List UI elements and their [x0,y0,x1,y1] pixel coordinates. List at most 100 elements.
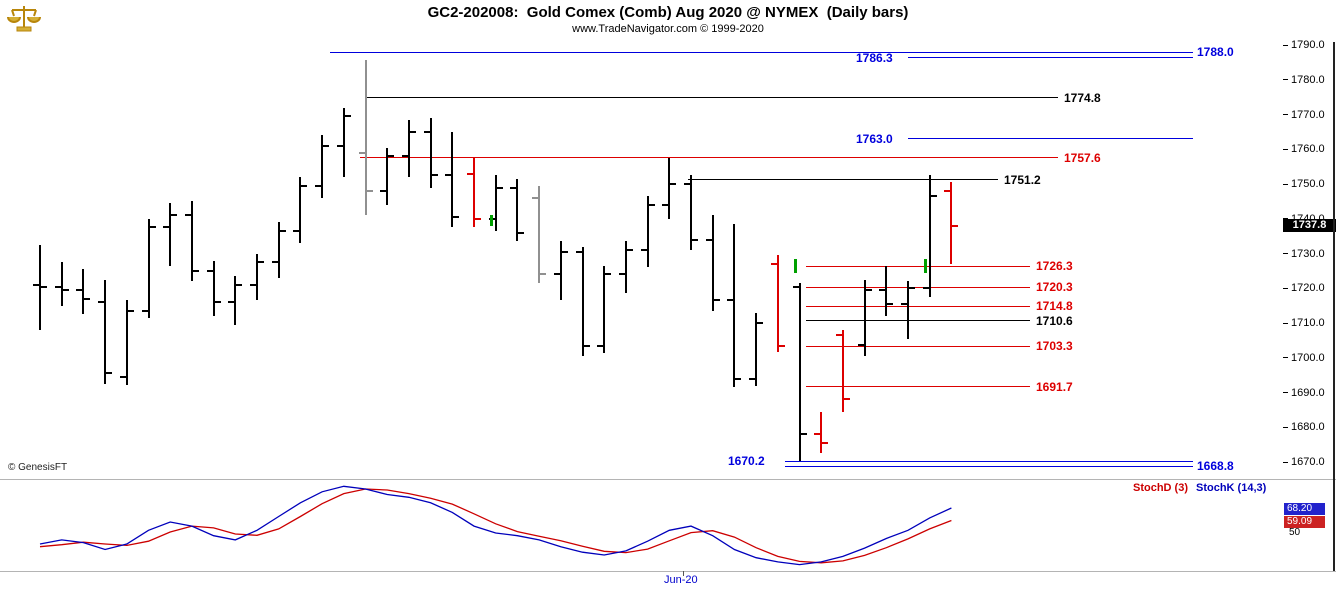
ohlc-open-tick [575,250,582,253]
ohlc-bar [559,241,562,301]
price-level-label: 1710.6 [1036,313,1073,328]
ohlc-open-tick [467,172,473,175]
ohlc-bar [798,283,801,462]
price-axis-tick-label: 1750.0 [1291,178,1325,190]
price-level-line[interactable] [806,320,1030,322]
ohlc-close-tick [909,287,915,290]
ohlc-open-tick [597,344,604,347]
ohlc-open-tick [206,269,213,272]
ohlc-close-tick [605,273,612,276]
time-axis-tick [683,571,684,576]
price-axis-tick-label: 1680.0 [1291,421,1325,434]
ohlc-close-tick [323,144,330,147]
ohlc-close-tick [930,195,937,198]
price-axis-tick [1283,218,1288,220]
ohlc-close-tick [778,344,785,347]
ohlc-close-tick [757,322,764,324]
price-level-line[interactable] [806,265,1030,267]
ohlc-open-tick [879,289,886,291]
ohlc-close-tick [865,289,872,291]
ohlc-open-tick [749,377,756,380]
price-level-line[interactable] [785,460,1193,462]
ohlc-bar [668,157,671,219]
price-level-line[interactable] [330,51,1193,53]
ohlc-bar [256,253,258,301]
price-axis-tick [1283,426,1288,428]
ohlc-open-tick [98,301,105,304]
ohlc-bar [277,222,280,278]
ohlc-bar [39,244,41,330]
price-level-line[interactable] [785,465,1193,467]
price-axis-tick [1283,183,1288,185]
price-level-line[interactable] [908,138,1193,140]
ohlc-close-tick [475,217,481,220]
stochastic-panel[interactable] [0,481,1336,573]
stochd-value-badge: 59.09 [1284,516,1325,528]
ohlc-open-tick [901,302,907,305]
ohlc-bar [885,265,888,317]
time-axis-label[interactable]: Jun-20 [664,574,698,586]
ohlc-close-tick [344,115,351,118]
price-axis-tick-label: 1710.0 [1291,317,1325,329]
price-level-line[interactable] [367,97,1058,99]
ohlc-bar [841,329,844,412]
price-level-line[interactable] [688,179,998,181]
stochd-legend-label: StochD (3) [1133,482,1188,494]
ohlc-open-tick [770,262,777,265]
ohlc-close-tick [214,301,221,304]
price-level-line[interactable] [360,157,1058,159]
price-level-label: 1788.0 [1197,45,1234,59]
price-axis-tick [1283,357,1288,359]
price-level-line[interactable] [806,386,1030,388]
price-level-label: 1726.3 [1036,259,1073,274]
ohlc-close-tick [388,155,395,158]
price-level-line[interactable] [806,286,1030,288]
genesis-logo-icon [6,2,42,34]
stochk-value-badge: 68.20 [1284,503,1325,515]
price-axis-tick-label: 1760.0 [1291,143,1325,156]
ohlc-close-tick [561,250,568,253]
ohlc-bar [299,177,302,244]
ohlc-open-tick [228,301,235,304]
ohlc-bar [733,224,736,388]
ohlc-bar [190,201,193,282]
ohlc-close-tick [822,441,829,444]
ohlc-close-tick [540,273,547,276]
price-level-line[interactable] [806,305,1030,307]
ohlc-open-tick [119,375,126,378]
ohlc-bar [473,157,475,228]
ohlc-bar [950,182,953,264]
ohlc-close-tick [648,203,655,206]
price-axis-tick-label: 1780.0 [1291,73,1325,86]
panel-separator [0,479,1336,480]
price-axis-tick [1283,79,1288,81]
ohlc-bar [776,255,779,353]
price-axis-tick-label: 1790.0 [1291,39,1325,51]
ohlc-close-tick [258,261,264,264]
ohlc-close-tick [236,283,243,286]
ohlc-open-tick [792,285,799,288]
ohlc-close-tick [626,249,633,251]
price-axis-tick [1283,461,1288,463]
ohlc-close-tick [887,302,894,305]
ohlc-open-tick [445,174,452,177]
price-level-line[interactable] [908,57,1193,59]
ohlc-open-tick [857,343,864,346]
ohlc-bar [147,218,150,318]
ohlc-bar [646,196,649,268]
ohlc-bar [429,118,432,188]
ohlc-close-tick [127,309,134,312]
ohlc-close-tick [149,226,156,229]
ohlc-bar [60,262,63,306]
green-marker [923,258,927,273]
ohlc-close-tick [735,377,742,380]
ohlc-close-tick [62,289,69,291]
ohlc-open-tick [922,287,929,290]
price-axis-tick-label: 1770.0 [1291,108,1325,121]
ohlc-bar [711,215,714,311]
ohlc-close-tick [692,238,698,241]
ohlc-close-tick [301,184,308,187]
ohlc-bar [516,178,519,242]
price-level-line[interactable] [806,345,1030,347]
